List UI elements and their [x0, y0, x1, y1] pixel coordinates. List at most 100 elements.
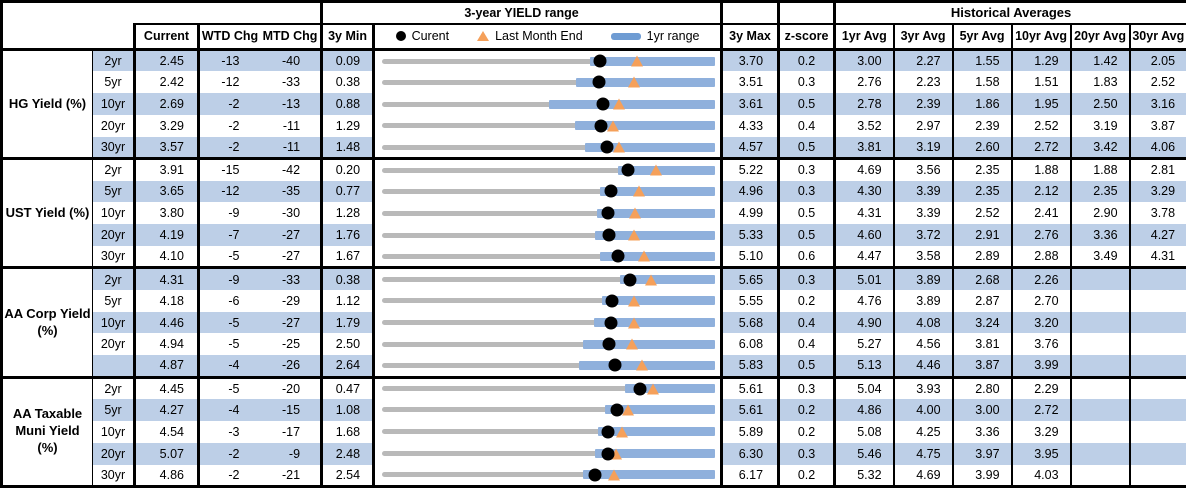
avg-6-cell: 4.31: [1130, 246, 1186, 268]
mtd-chg-cell: -26: [260, 355, 322, 377]
mtd-chg-cell: -33: [260, 71, 322, 93]
z-score-cell: 0.2: [779, 290, 835, 312]
max-3y-cell: 5.22: [722, 159, 779, 181]
current-dot-icon: [624, 273, 637, 286]
avg-3-cell: 3.36: [953, 421, 1012, 443]
range-chart-cell: [374, 246, 722, 268]
last-month-triangle-icon: [628, 230, 640, 241]
max-3y-cell: 5.83: [722, 355, 779, 377]
min-3y-cell: 0.47: [322, 377, 374, 399]
max-3y-cell: 5.10: [722, 246, 779, 268]
range-plot: [382, 421, 715, 443]
current-dot-icon: [608, 359, 621, 372]
tenor-cell: 30yr: [93, 465, 135, 487]
min-3y-cell: 0.77: [322, 181, 374, 203]
avg-4-cell: 4.03: [1012, 465, 1071, 487]
avg-4-cell: 1.29: [1012, 50, 1071, 72]
legend-last-month-label: Last Month End: [495, 29, 583, 43]
z-score-cell: 0.2: [779, 421, 835, 443]
z-score-cell: 0.5: [779, 202, 835, 224]
range-chart-cell: [374, 202, 722, 224]
range-chart-cell: [374, 421, 722, 443]
range-plot: [382, 269, 715, 289]
range-chart-cell: [374, 181, 722, 203]
max-3y-cell: 5.89: [722, 421, 779, 443]
avg-4-cell: 3.95: [1012, 443, 1071, 465]
avg-3-cell: 3.87: [953, 355, 1012, 377]
min-3y-cell: 0.38: [322, 71, 374, 93]
avg-3-cell: 2.52: [953, 202, 1012, 224]
range-plot: [382, 443, 715, 465]
avg-4-cell: 2.41: [1012, 202, 1071, 224]
avg-6-cell: 2.81: [1130, 159, 1186, 181]
avg-2-cell: 4.75: [894, 443, 953, 465]
avg-5-cell: [1071, 399, 1130, 421]
header-blank: [2, 2, 322, 24]
min-3y-cell: 0.09: [322, 50, 374, 72]
last-month-triangle-icon: [628, 317, 640, 328]
avg-2-cell: 4.46: [894, 355, 953, 377]
min-3y-cell: 1.67: [322, 246, 374, 268]
avg-5-cell: [1071, 290, 1130, 312]
avg-5-cell: 1.42: [1071, 50, 1130, 72]
avg-5-cell: 2.90: [1071, 202, 1130, 224]
current-dot-icon: [588, 468, 601, 481]
max-3y-cell: 5.68: [722, 312, 779, 334]
current-dot-icon: [602, 229, 615, 242]
range-bar-icon: [611, 33, 641, 40]
current-dot-icon: [606, 294, 619, 307]
current-cell: 2.69: [135, 93, 199, 115]
avg-2-cell: 2.23: [894, 71, 953, 93]
avg-2-cell: 3.39: [894, 181, 953, 203]
avg-4-cell: 1.95: [1012, 93, 1071, 115]
max-3y-cell: 6.17: [722, 465, 779, 487]
avg-4-cell: 1.88: [1012, 159, 1071, 181]
last-month-triangle-icon: [608, 469, 620, 480]
avg-5-cell: [1071, 333, 1130, 355]
tenor-cell: 20yr: [93, 443, 135, 465]
max-3y-cell: 5.65: [722, 268, 779, 290]
avg-1-cell: 4.76: [835, 290, 894, 312]
avg-4-cell: 2.88: [1012, 246, 1071, 268]
range-plot: [382, 465, 715, 485]
col-header-z-score: z-score: [779, 24, 835, 50]
avg-3-cell: 2.80: [953, 377, 1012, 399]
wtd-chg-cell: -2: [199, 137, 260, 159]
avg-2-cell: 2.97: [894, 115, 953, 137]
avg-4-cell: 3.29: [1012, 421, 1071, 443]
z-score-cell: 0.5: [779, 355, 835, 377]
legend-current: Curent: [396, 29, 450, 43]
wtd-chg-cell: -5: [199, 312, 260, 334]
range-plot: [382, 71, 715, 93]
current-cell: 4.19: [135, 224, 199, 246]
max-3y-cell: 3.61: [722, 93, 779, 115]
current-cell: 2.42: [135, 71, 199, 93]
avg-3-cell: 2.91: [953, 224, 1012, 246]
section-label: AA Taxable Muni Yield (%): [2, 377, 93, 486]
current-cell: 2.45: [135, 50, 199, 72]
wtd-chg-cell: -4: [199, 399, 260, 421]
range-plot: [382, 93, 715, 115]
col-header-current: Current: [135, 24, 199, 50]
range-plot: [382, 333, 715, 355]
current-cell: 4.54: [135, 421, 199, 443]
avg-5-cell: [1071, 465, 1130, 487]
last-month-triangle-icon: [629, 208, 641, 219]
max-3y-cell: 5.55: [722, 290, 779, 312]
min-3y-cell: 1.68: [322, 421, 374, 443]
avg-5-cell: 2.50: [1071, 93, 1130, 115]
current-cell: 3.29: [135, 115, 199, 137]
max-3y-cell: 5.61: [722, 377, 779, 399]
wtd-chg-cell: -2: [199, 93, 260, 115]
header-blank-above-z: [779, 2, 835, 24]
current-dot-icon: [602, 207, 615, 220]
avg-1-cell: 5.46: [835, 443, 894, 465]
